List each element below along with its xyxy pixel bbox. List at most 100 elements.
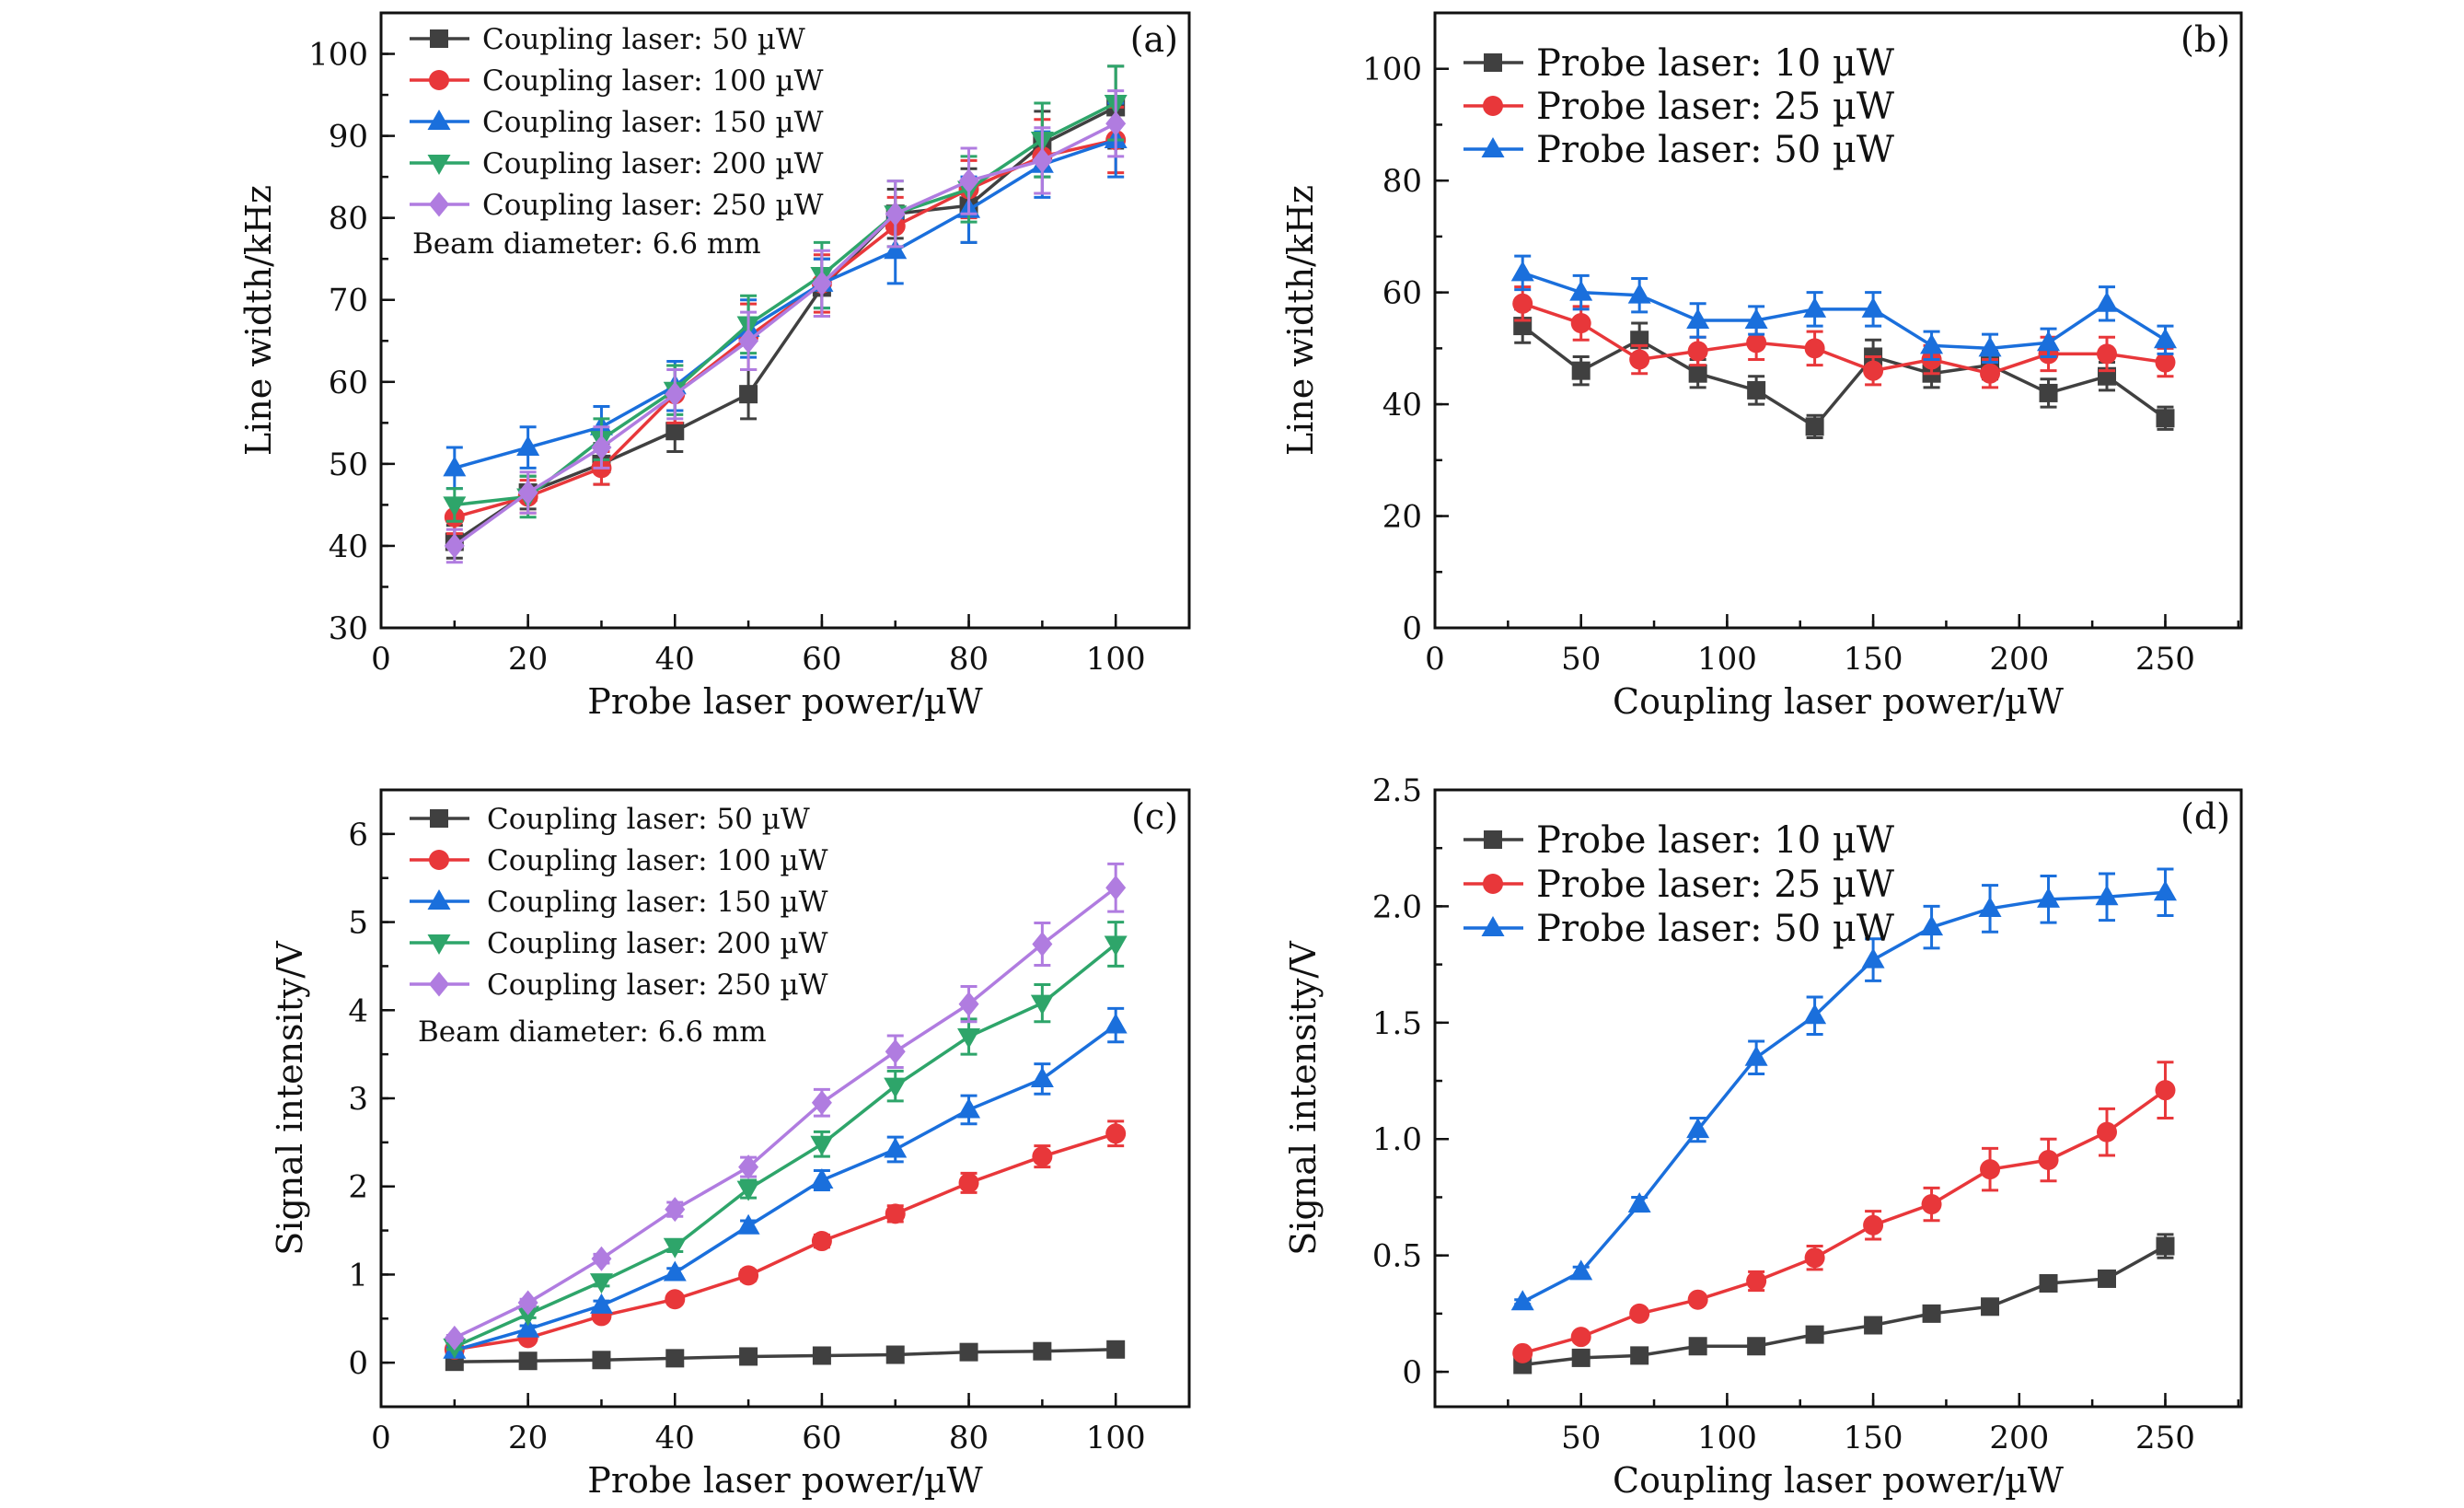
data-point: [1629, 1303, 1650, 1324]
series-line: [1521, 1088, 2167, 1355]
data-point: [1747, 380, 1766, 400]
y-tick-label: 80: [1382, 163, 1422, 200]
x-tick-label: 20: [508, 1420, 548, 1456]
data-point: [959, 1342, 978, 1362]
series-line: [453, 122, 1116, 548]
data-point: [1030, 994, 1054, 1015]
data-point: [589, 1273, 613, 1294]
series-line: [454, 1024, 1117, 1352]
data-point: [1104, 935, 1128, 957]
panel-label: (a): [1130, 19, 1178, 60]
data-point: [665, 381, 686, 407]
series-4: [444, 89, 1127, 564]
data-point: [885, 1345, 905, 1364]
series-line: [454, 1348, 1116, 1363]
data-point: [516, 1317, 540, 1338]
data-point: [1744, 308, 1768, 329]
plot-frame: [1433, 11, 2243, 630]
legend-marker: [427, 889, 451, 910]
y-tick-label: 5: [348, 905, 368, 942]
data-point: [1687, 1289, 1708, 1310]
x-tick-label: 40: [655, 1420, 695, 1456]
data-point: [1630, 1346, 1649, 1365]
data-point: [1863, 360, 1884, 381]
data-point: [2153, 328, 2177, 349]
data-point: [810, 1135, 834, 1156]
data-point: [1512, 293, 1533, 314]
data-point: [663, 1260, 687, 1282]
series-line: [1521, 302, 2166, 376]
y-tick-label: 60: [329, 365, 368, 401]
data-point: [736, 1180, 760, 1201]
x-tick-label: 0: [371, 641, 391, 678]
panel-label: (d): [2181, 796, 2230, 837]
plot-frame: [379, 11, 1191, 630]
y-tick-label: 2.5: [1372, 772, 1422, 809]
series-line: [1521, 890, 2166, 1304]
chart-panel-c: 0 20 40 60 80 100 0 1 2 3 4 5 6 Probe laser power/µW S…: [270, 788, 1191, 1501]
series-line: [1522, 1245, 2167, 1367]
series-line: [454, 886, 1117, 1340]
legend-label: Coupling laser: 100 µW: [482, 64, 824, 98]
data-point: [2037, 331, 2061, 352]
x-tick-label: 100: [1086, 641, 1146, 678]
legend-entry: Probe laser: 25 µW: [1463, 86, 1894, 128]
data-point: [1627, 1192, 1651, 1213]
data-point: [1920, 915, 1944, 936]
data-point: [1921, 1194, 1942, 1215]
data-point: [2039, 1274, 2058, 1293]
legend-label: Probe laser: 50 µW: [1536, 129, 1894, 171]
data-point: [589, 1293, 613, 1314]
x-tick-label: 100: [1697, 641, 1757, 678]
data-point: [1803, 1003, 1827, 1025]
y-tick-label: 40: [329, 528, 368, 565]
series-3: [443, 921, 1128, 1359]
legend-label: Probe laser: 10 µW: [1536, 42, 1894, 85]
y-axis-label: Line width/kHz: [1280, 185, 1321, 456]
data-point: [812, 1346, 831, 1365]
data-point: [1805, 1325, 1824, 1344]
data-point: [1569, 1259, 1593, 1281]
data-point: [1105, 875, 1127, 900]
data-point: [1571, 361, 1591, 380]
y-tick-label: 30: [329, 610, 368, 647]
y-tick-label: 70: [329, 283, 368, 319]
x-tick-label: 100: [1086, 1420, 1146, 1456]
panel-label: (b): [2181, 19, 2230, 60]
y-tick-label: 2: [348, 1169, 368, 1206]
legend-marker: [429, 70, 449, 90]
data-point: [516, 1305, 540, 1327]
data-point: [443, 496, 467, 517]
data-point: [1980, 1159, 2001, 1180]
series-2: [1510, 254, 2177, 365]
data-point: [884, 1077, 908, 1098]
data-point: [591, 1246, 612, 1271]
data-point: [958, 168, 979, 194]
legend-label: Probe laser: 10 µW: [1536, 819, 1894, 862]
data-point: [811, 271, 832, 296]
y-tick-label: 1: [348, 1257, 368, 1293]
data-point: [885, 201, 906, 226]
data-point: [2095, 885, 2119, 906]
data-point: [811, 1231, 832, 1252]
data-point: [1687, 341, 1708, 362]
legend-label: Probe laser: 25 µW: [1536, 864, 1894, 906]
data-point: [1978, 896, 2002, 917]
series-line: [1521, 324, 2167, 429]
y-tick-label: 6: [348, 817, 368, 853]
data-point: [517, 1290, 538, 1316]
series-0: [445, 1340, 1126, 1372]
data-point: [1686, 1118, 1710, 1139]
data-point: [736, 1213, 760, 1235]
x-tick-label: 60: [802, 1420, 841, 1456]
data-point: [1104, 1013, 1128, 1034]
data-point: [1686, 308, 1710, 329]
data-point: [1804, 338, 1825, 359]
series-2: [443, 1006, 1128, 1359]
data-point: [885, 1038, 906, 1064]
chart-panel-a: 0 20 40 60 80 100 30 40 50 60 70 80 90 100 Probe laser…: [238, 11, 1191, 722]
legend-marker: [429, 971, 449, 997]
y-tick-label: 4: [348, 992, 368, 1029]
chart-panel-d: 50 100 150 200 250 0 0.5 1.0 1.5 2.0 2.5 Coupling l…: [1283, 772, 2243, 1501]
